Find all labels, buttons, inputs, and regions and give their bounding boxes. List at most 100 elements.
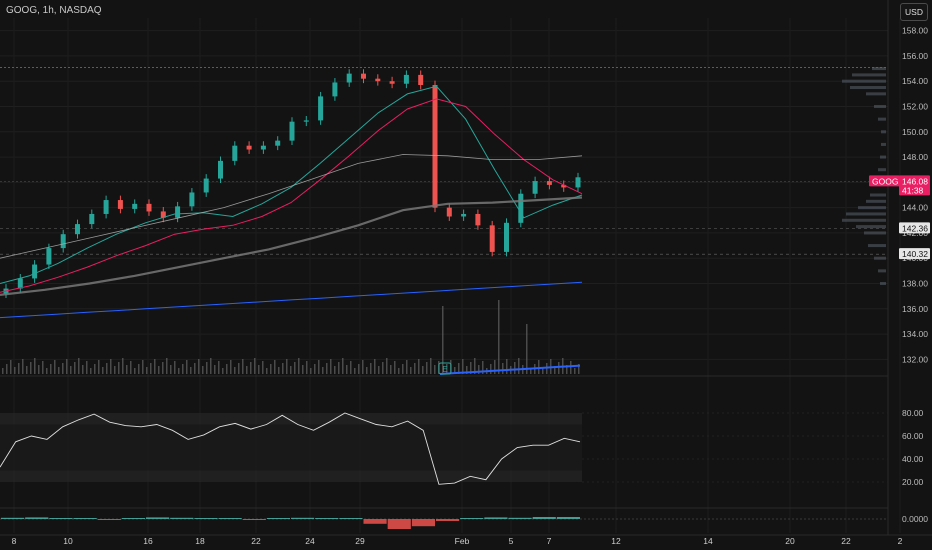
symbol-header: GOOG, 1h, NASDAQ (6, 5, 102, 16)
volume-bar (226, 364, 228, 374)
volume-bar (274, 360, 276, 374)
volume-bar (138, 364, 140, 374)
volume-bar (494, 360, 496, 374)
last-price-badge-text: 146.08 (902, 176, 928, 186)
price-tick-label: 154.00 (902, 76, 928, 86)
candle-body (518, 193, 524, 223)
volume-profile-bar (881, 130, 886, 134)
volume-bar (54, 360, 56, 374)
volume-bar (302, 365, 304, 374)
volume-profile-bar (870, 193, 886, 197)
volume-bar (498, 300, 500, 374)
volume-bar (106, 363, 108, 374)
candle-body (218, 160, 223, 179)
price-tick-label: 158.00 (902, 26, 928, 36)
candle-body (17, 278, 23, 289)
last-price-badge-text: 41:38 (902, 185, 924, 195)
volume-bar (246, 366, 248, 374)
price-tick-label: 132.00 (902, 354, 928, 364)
candle-body (175, 206, 181, 218)
time-tick-label: 29 (355, 536, 365, 546)
volume-bar (458, 363, 460, 374)
candle-body (446, 207, 452, 217)
volume-bar (38, 365, 40, 374)
volume-bar (46, 368, 48, 374)
volume-bar (178, 368, 180, 374)
candle-body (303, 120, 309, 122)
rsi-overbought-band (0, 413, 582, 425)
volume-bar (326, 363, 328, 374)
volume-bar (370, 363, 372, 374)
time-tick-label: Feb (455, 536, 470, 546)
rsi-tick-label: 40.00 (902, 454, 924, 464)
time-tick-label: 24 (305, 536, 315, 546)
candle-body (561, 184, 567, 188)
volume-bar (350, 361, 352, 374)
volume-bar (218, 361, 220, 374)
volume-bar (566, 365, 568, 374)
price-tick-label: 144.00 (902, 203, 928, 213)
macd-histogram-bar (1, 517, 25, 519)
volume-bar (422, 366, 424, 374)
macd-histogram-bar (291, 517, 315, 519)
moving-average-line (0, 196, 583, 296)
volume-bar (290, 366, 292, 374)
macd-histogram-bar (484, 517, 508, 519)
currency-button[interactable]: USD (900, 3, 928, 21)
candle-body (75, 224, 80, 235)
volume-profile-bar (878, 117, 886, 121)
volume-bar (342, 358, 344, 374)
candle-body (289, 121, 295, 141)
volume-profile-bar (880, 155, 886, 159)
macd-histogram-bar (242, 519, 266, 520)
candle-body (361, 73, 366, 79)
volume-bar (482, 361, 484, 374)
candle-body (418, 74, 424, 86)
volume-bar (102, 367, 104, 374)
candle-body (332, 82, 338, 97)
volume-bar (250, 362, 252, 374)
volume-profile-bar (866, 199, 886, 203)
candle-body (60, 234, 66, 249)
volume-bar (530, 368, 532, 374)
volume-bar (518, 358, 520, 374)
volume-bar (558, 362, 560, 374)
volume-bar (538, 360, 540, 374)
volume-profile-bar (846, 212, 886, 216)
volume-bar (174, 361, 176, 374)
volume-bar (186, 360, 188, 374)
volume-profile-bar (866, 92, 886, 96)
volume-bar (466, 366, 468, 374)
volume-bar (270, 364, 272, 374)
moving-average-line (0, 154, 583, 259)
volume-profile-bar (852, 73, 886, 77)
macd-tick-label: 0.0000 (902, 514, 928, 524)
volume-bar (234, 367, 236, 374)
candle-body (461, 213, 467, 217)
volume-profile-bar (874, 105, 886, 108)
candle-body (103, 200, 109, 214)
volume-bar (210, 358, 212, 374)
volume-bar (298, 358, 300, 374)
volume-bar (182, 364, 184, 374)
candle-body (375, 78, 381, 82)
volume-bar (526, 324, 528, 374)
macd-histogram-bar (532, 517, 556, 519)
volume-average-line (439, 364, 581, 375)
candle-body (504, 222, 509, 252)
volume-bar (90, 368, 92, 374)
macd-histogram-bar (49, 518, 73, 519)
volume-bar (286, 359, 288, 374)
volume-profile-bar (872, 67, 886, 71)
macd-histogram-bar (508, 517, 532, 519)
volume-bar (386, 358, 388, 374)
volume-bar (70, 366, 72, 374)
candle-body (32, 264, 38, 279)
volume-bar (306, 361, 308, 374)
volume-bar (314, 364, 316, 374)
price-tick-label: 148.00 (902, 152, 928, 162)
level-b-badge-text: 140.32 (902, 249, 928, 259)
volume-bar (202, 366, 204, 374)
price-tick-label: 136.00 (902, 304, 928, 314)
